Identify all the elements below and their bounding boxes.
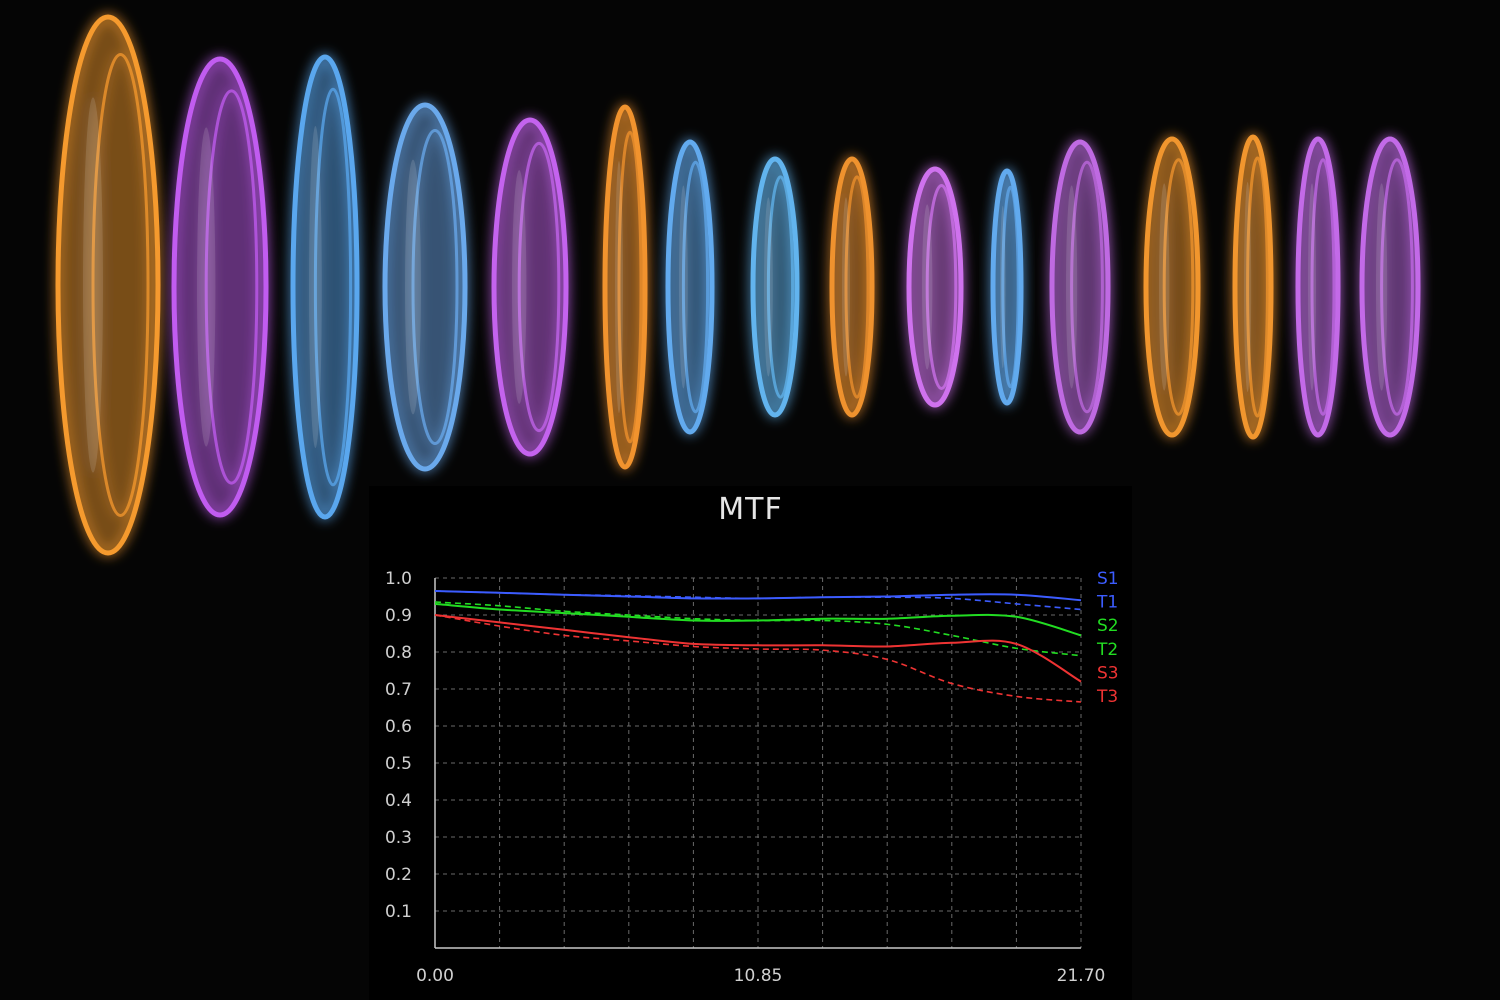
y-tick-label: 0.8 xyxy=(385,643,412,663)
y-tick-label: 0.1 xyxy=(385,902,412,922)
lens-element xyxy=(1359,136,1421,438)
axes xyxy=(434,578,1081,949)
series-lines xyxy=(434,590,1082,703)
y-tick-label: 0.3 xyxy=(385,828,412,848)
y-tick-label: 0.7 xyxy=(385,680,412,700)
grid-lines xyxy=(435,577,1082,948)
y-tick-label: 0.2 xyxy=(385,865,412,885)
series-line-t1 xyxy=(434,590,1082,611)
legend: S1 T1 S2 T2 S3 T3 xyxy=(1096,569,1119,707)
lens-element xyxy=(990,168,1024,406)
lens-element xyxy=(1232,134,1274,440)
legend-entry-t3: T3 xyxy=(1096,687,1118,707)
legend-entry-s1: S1 xyxy=(1097,569,1119,589)
lens-element xyxy=(906,166,964,408)
lens-element xyxy=(491,117,569,457)
lens-element xyxy=(602,104,648,470)
series-line-t2 xyxy=(434,601,1082,657)
legend-entry-s3: S3 xyxy=(1097,663,1119,683)
x-tick-label: 0.00 xyxy=(416,966,454,986)
lens-element xyxy=(171,56,269,518)
y-tick-label: 0.4 xyxy=(385,791,412,811)
lens-element-group xyxy=(55,14,1421,556)
chart-title: MTF xyxy=(718,492,783,527)
lens-element xyxy=(382,102,468,472)
lens-element xyxy=(1143,136,1201,438)
y-tick-label: 0.9 xyxy=(385,606,412,626)
x-tick-label: 21.70 xyxy=(1057,966,1106,986)
lens-element xyxy=(1295,136,1341,438)
chart-panel xyxy=(369,486,1132,1000)
y-tick-label: 0.5 xyxy=(385,754,412,774)
legend-entry-t1: T1 xyxy=(1096,593,1118,613)
tick-labels: 0.1 0.2 0.3 0.4 0.5 0.6 0.7 0.8 0.9 1.0 0.00 10.85 2… xyxy=(385,569,1105,986)
y-tick-label: 1.0 xyxy=(385,569,412,589)
lens-element xyxy=(829,156,875,418)
y-tick-label: 0.6 xyxy=(385,717,412,737)
x-tick-label: 10.85 xyxy=(734,966,783,986)
lens-element xyxy=(290,54,360,520)
legend-entry-s2: S2 xyxy=(1097,616,1119,636)
series-line-s3 xyxy=(434,614,1082,683)
lens-element xyxy=(665,139,715,435)
lens-element xyxy=(1049,139,1111,435)
lens-element xyxy=(55,14,161,556)
lens-element xyxy=(750,156,800,418)
legend-entry-t2: T2 xyxy=(1096,640,1118,660)
series-line-s2 xyxy=(434,602,1082,637)
series-line-t3 xyxy=(434,614,1082,703)
